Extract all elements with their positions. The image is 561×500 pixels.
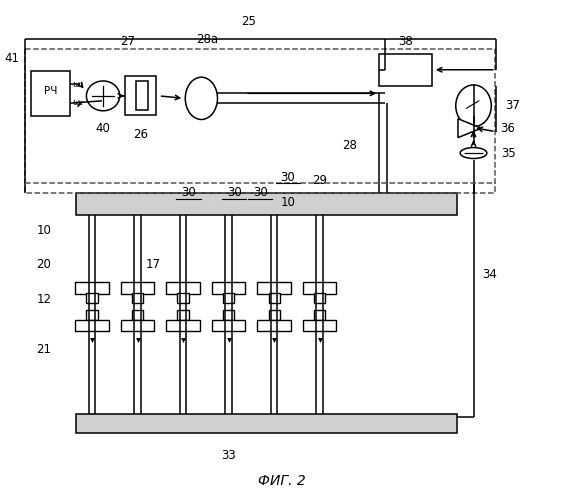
Bar (257, 282, 291, 294)
Bar (132, 293, 143, 302)
Bar (125, 76, 156, 115)
Text: 17: 17 (146, 258, 161, 272)
Text: 27: 27 (121, 34, 136, 48)
Bar (132, 310, 143, 320)
Bar (75, 320, 109, 331)
Text: 21: 21 (36, 343, 52, 356)
Text: 30: 30 (181, 186, 196, 200)
Bar (177, 310, 188, 320)
Text: 40: 40 (95, 122, 111, 134)
Text: 30: 30 (227, 186, 242, 200)
Bar (167, 320, 200, 331)
Text: 38: 38 (398, 34, 413, 48)
Bar (75, 282, 109, 294)
Text: 25: 25 (241, 15, 256, 28)
Text: ω₂: ω₂ (72, 98, 84, 107)
Text: 37: 37 (505, 100, 520, 112)
Bar (303, 320, 337, 331)
Bar (86, 310, 98, 320)
Bar (167, 282, 200, 294)
Bar (314, 310, 325, 320)
Text: 26: 26 (133, 128, 148, 141)
Text: 36: 36 (500, 122, 515, 134)
Bar (269, 293, 280, 302)
Bar (379, 54, 432, 86)
Text: 28: 28 (342, 139, 357, 152)
Polygon shape (458, 118, 481, 138)
Text: ФИГ. 2: ФИГ. 2 (258, 474, 306, 488)
Bar (212, 282, 245, 294)
Bar (136, 81, 148, 110)
Bar (86, 293, 98, 302)
Bar (257, 320, 291, 331)
Text: 20: 20 (36, 258, 52, 272)
Bar (212, 320, 245, 331)
Bar (223, 310, 234, 320)
Text: 34: 34 (482, 268, 496, 281)
Text: 41: 41 (4, 52, 20, 65)
Text: 30: 30 (253, 186, 268, 200)
Bar (314, 293, 325, 302)
Bar (223, 293, 234, 302)
Text: 29: 29 (312, 174, 327, 187)
Text: 10: 10 (36, 224, 52, 236)
Text: 10: 10 (280, 196, 296, 209)
Text: 33: 33 (221, 449, 236, 462)
Text: 12: 12 (36, 293, 52, 306)
Bar (31, 71, 70, 116)
Text: РЧ: РЧ (44, 86, 57, 96)
Text: 30: 30 (280, 172, 296, 184)
Bar (76, 193, 457, 215)
Bar (121, 282, 154, 294)
Text: 35: 35 (501, 146, 516, 160)
Bar (121, 320, 154, 331)
Text: 28a: 28a (196, 33, 218, 46)
Bar (269, 310, 280, 320)
Bar (303, 282, 337, 294)
Text: ω₁: ω₁ (72, 80, 84, 89)
Bar (76, 414, 457, 433)
Bar (177, 293, 188, 302)
